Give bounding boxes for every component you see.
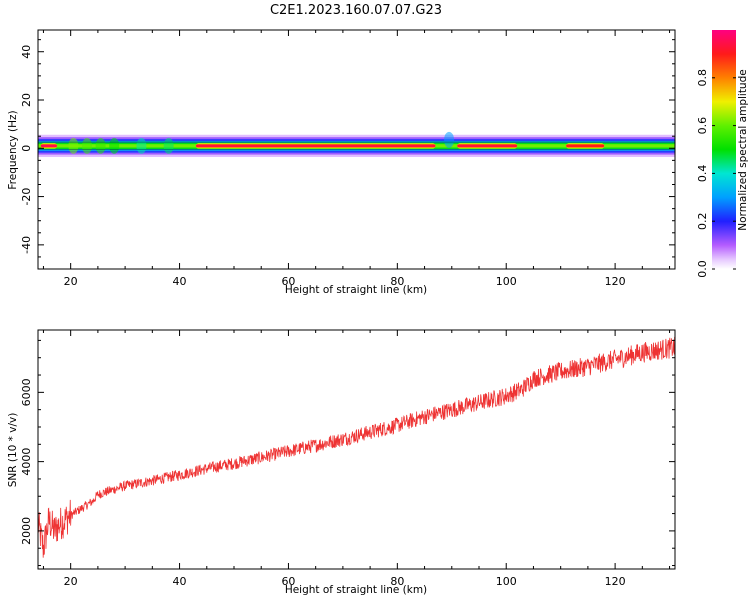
colorbar-tick-label: 0.0 xyxy=(696,260,709,278)
y-tick-label: 6000 xyxy=(20,378,33,406)
x-tick-label: 20 xyxy=(64,275,78,288)
spectrogram-blob xyxy=(163,137,174,154)
y-tick-label: 20 xyxy=(20,93,33,107)
spectrogram-axes-frame xyxy=(37,29,676,270)
figure-title: C2E1.2023.160.07.07.G23 xyxy=(270,3,442,18)
spectrogram-peak xyxy=(457,144,518,148)
x-tick-label: 40 xyxy=(173,275,187,288)
spectrogram-peak xyxy=(195,144,436,148)
colorbar-tick-label: 0.2 xyxy=(696,212,709,230)
spectrogram-blob xyxy=(444,131,455,148)
x-tick-label: 120 xyxy=(605,575,626,588)
y-tick-label: 2000 xyxy=(20,517,33,545)
spectrogram-blob xyxy=(68,137,79,154)
snr-ticks: 20 40 60 80 100 120 2000 4000 6000 xyxy=(20,330,675,588)
x-tick-label: 80 xyxy=(390,275,404,288)
snr-x-axis-label: Height of straight line (km) xyxy=(285,584,427,596)
spectrogram-blob xyxy=(136,137,147,154)
colorbar-tick-label: 0.8 xyxy=(696,69,709,87)
snr-series-line xyxy=(38,336,675,558)
x-tick-label: 100 xyxy=(496,575,517,588)
y-tick-label: 40 xyxy=(20,45,33,59)
colorbar-tick-label: 0.6 xyxy=(696,117,709,135)
spectrogram-blob xyxy=(109,137,120,154)
y-tick-label: 0 xyxy=(20,145,33,152)
x-tick-label: 60 xyxy=(281,575,295,588)
snr-series-layer xyxy=(38,336,675,558)
snr-axes-frame xyxy=(37,329,676,570)
x-tick-label: 60 xyxy=(281,275,295,288)
colorbar-gradient xyxy=(712,30,736,269)
x-tick-label: 40 xyxy=(173,575,187,588)
x-tick-label: 100 xyxy=(496,275,517,288)
spectrogram-y-axis-label: Frequency (Hz) xyxy=(7,110,19,189)
spectrogram-peak xyxy=(40,144,58,148)
colorbar-tick-label: 0.4 xyxy=(696,165,709,183)
colorbar-label: Normalized spectral amplitude xyxy=(737,69,749,230)
spectrogram-x-axis-label: Height of straight line (km) xyxy=(285,284,427,296)
spectrogram-ticks: 20 40 60 80 100 120 -40 -20 0 20 40 xyxy=(20,30,675,288)
spectrogram-peak xyxy=(566,144,605,148)
spectrogram-panel: 20 40 60 80 100 120 -40 -20 0 20 40 Height of stra… xyxy=(7,29,676,296)
x-tick-label: 80 xyxy=(390,575,404,588)
x-tick-label: 120 xyxy=(605,275,626,288)
y-tick-label: -40 xyxy=(20,236,33,254)
spectrogram-heatmap xyxy=(38,131,675,157)
snr-y-axis-label: SNR (10 * v/v) xyxy=(7,413,19,488)
x-tick-label: 20 xyxy=(64,575,78,588)
spectrogram-blob xyxy=(82,137,92,154)
y-tick-label: 4000 xyxy=(20,448,33,476)
spectrogram-blob xyxy=(95,137,106,154)
colorbar: 0.0 0.2 0.4 0.6 0.8 Normalized spectral ampl… xyxy=(696,30,749,278)
y-tick-label: -20 xyxy=(20,188,33,206)
snr-panel: 20 40 60 80 100 120 2000 4000 6000 Height of str… xyxy=(7,329,676,596)
colorbar-ticks: 0.0 0.2 0.4 0.6 0.8 xyxy=(696,69,736,278)
